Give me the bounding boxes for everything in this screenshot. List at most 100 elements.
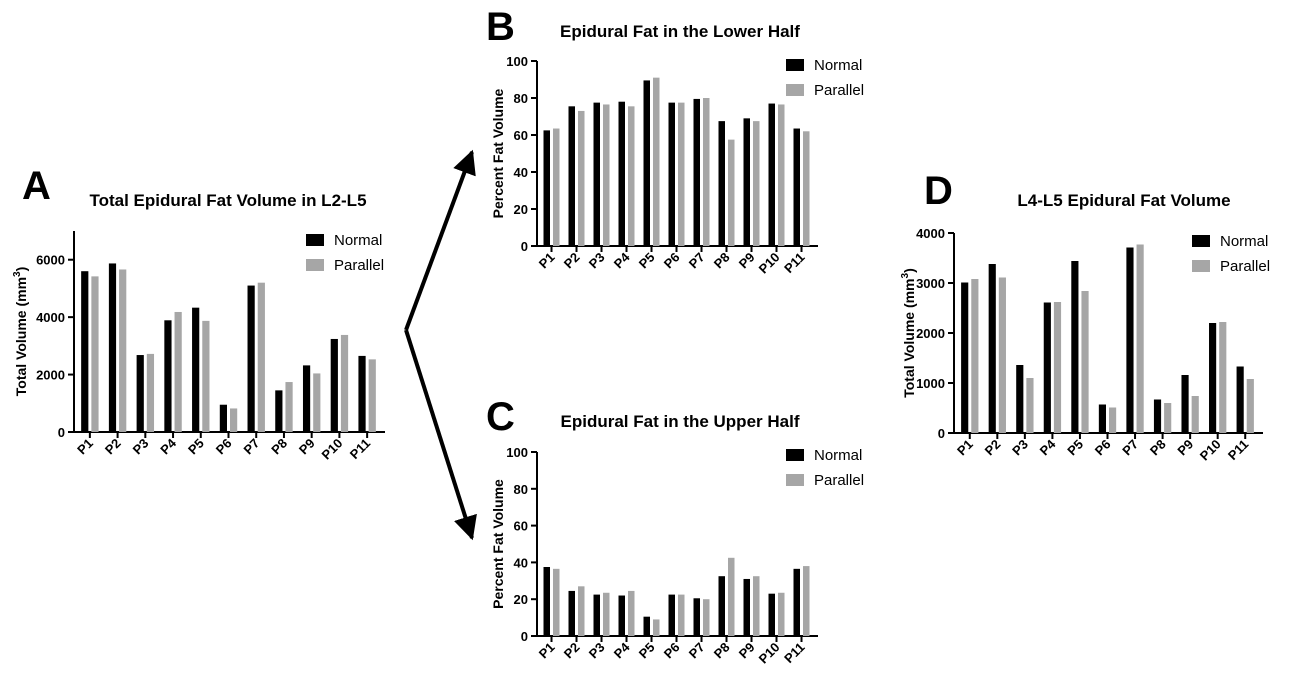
legend-label-parallel: Parallel [1220, 258, 1270, 275]
bar-parallel [578, 586, 585, 636]
bar-parallel [146, 353, 155, 432]
bar-parallel [628, 590, 635, 636]
bar-parallel [119, 269, 127, 432]
y-tick-label: 40 [514, 165, 528, 180]
x-tick-label: P8 [1147, 437, 1169, 459]
x-tick-label: P4 [1037, 436, 1059, 458]
bar-normal [668, 594, 675, 636]
y-tick-label: 20 [514, 592, 528, 607]
plot-area: 0 20 40 60 80 100 Percent Fat Volume P1 P2 P3 P4 P5… [490, 54, 864, 276]
bar-parallel [340, 334, 349, 432]
x-tick-label: P3 [1009, 437, 1031, 459]
connector-arrows [404, 149, 477, 541]
y-tick-label: 4000 [916, 226, 945, 241]
bar-parallel [703, 98, 710, 246]
bar-parallel [603, 104, 610, 246]
bar-parallel [728, 139, 735, 246]
bar-normal [164, 320, 172, 432]
legend-swatch-parallel [786, 474, 804, 486]
bar-parallel [971, 279, 979, 433]
bar-normal [1181, 375, 1189, 433]
x-tick-label: P7 [686, 250, 708, 272]
y-axis-label: Percent Fat Volume [490, 88, 506, 218]
bar-parallel [628, 106, 635, 246]
bar-parallel [1053, 302, 1062, 433]
plot-area: 0 20 40 60 80 100 Percent Fat Volume P1 P2 P3 P4 P5… [490, 445, 864, 666]
x-tick-label: P3 [586, 640, 608, 662]
panel-letter: B [486, 5, 515, 49]
x-tick-label: P7 [686, 640, 708, 662]
x-tick-label: P1 [536, 640, 558, 662]
x-tick-label: P1 [536, 250, 558, 272]
x-tick-label: P2 [561, 250, 583, 272]
bar-normal [643, 616, 650, 636]
legend-label-normal: Normal [334, 232, 382, 249]
panel-c: C Epidural Fat in the Upper Half 0 20 40 60… [486, 395, 864, 666]
bar-normal [219, 404, 227, 432]
chart-title: L4-L5 Epidural Fat Volume [1017, 191, 1230, 210]
bar-normal [136, 355, 144, 432]
x-tick-label: P10 [756, 640, 783, 667]
x-tick-label: P4 [157, 435, 179, 457]
bar-normal [593, 102, 600, 246]
bar-parallel [1026, 378, 1034, 433]
bar-normal [961, 282, 969, 433]
y-tick-label: 0 [521, 239, 528, 254]
bar-parallel [1109, 407, 1117, 433]
chart-title: Epidural Fat in the Upper Half [561, 412, 800, 431]
legend-label-normal: Normal [814, 447, 862, 464]
x-tick-label: P7 [1119, 437, 1141, 459]
y-tick-label: 2000 [916, 326, 945, 341]
x-tick-label: P11 [347, 436, 373, 462]
x-tick-label: P5 [1064, 437, 1086, 459]
y-tick-label: 0 [58, 425, 65, 440]
bar-normal [568, 590, 575, 636]
x-tick-label: P11 [781, 250, 807, 276]
chart-title: Total Epidural Fat Volume in L2-L5 [89, 191, 366, 210]
bar-normal [693, 98, 700, 246]
bar-normal [81, 271, 89, 432]
bar-normal [192, 307, 200, 432]
legend-swatch-normal [306, 234, 324, 246]
bar-parallel [257, 282, 265, 432]
x-tick-label: P11 [781, 640, 807, 666]
y-tick-label: 1000 [916, 376, 945, 391]
x-tick-label: P11 [1225, 437, 1251, 463]
panel-letter: C [486, 395, 515, 439]
bar-parallel [998, 277, 1006, 433]
bar-parallel [803, 131, 810, 246]
bar-normal [988, 264, 996, 433]
bar-normal [593, 594, 600, 636]
x-tick-label: P8 [711, 250, 733, 272]
bar-parallel [553, 128, 560, 246]
bar-normal [1209, 323, 1217, 433]
bar-normal [358, 355, 366, 432]
bar-parallel [753, 576, 760, 636]
bar-parallel [1136, 244, 1144, 433]
bar-normal [1016, 365, 1024, 433]
y-tick-label: 100 [506, 54, 528, 69]
legend-label-normal: Normal [814, 57, 862, 74]
x-tick-label: P2 [561, 640, 583, 662]
bar-normal [275, 390, 283, 432]
y-tick-label: 100 [506, 445, 528, 460]
bar-normal [1236, 366, 1244, 433]
x-tick-label: P10 [1197, 437, 1224, 464]
bar-parallel [368, 359, 376, 432]
bar-normal [330, 338, 338, 432]
y-tick-label: 6000 [36, 253, 65, 268]
x-tick-label: P8 [268, 436, 290, 458]
plot-area: 0 2000 4000 6000 Total Volume (mm3) P1 P2 P3 P4 P… [12, 231, 385, 462]
bar-normal [302, 365, 311, 432]
y-tick-label: 60 [514, 519, 528, 534]
x-tick-label: P10 [756, 250, 783, 277]
bar-parallel [230, 408, 238, 432]
panel-letter: A [22, 164, 51, 208]
x-tick-label: P9 [736, 250, 758, 272]
legend-label-parallel: Parallel [814, 82, 864, 99]
y-tick-label: 4000 [36, 310, 65, 325]
x-tick-label: P9 [736, 640, 758, 662]
bar-parallel [1081, 291, 1089, 433]
x-tick-label: P2 [102, 436, 124, 458]
